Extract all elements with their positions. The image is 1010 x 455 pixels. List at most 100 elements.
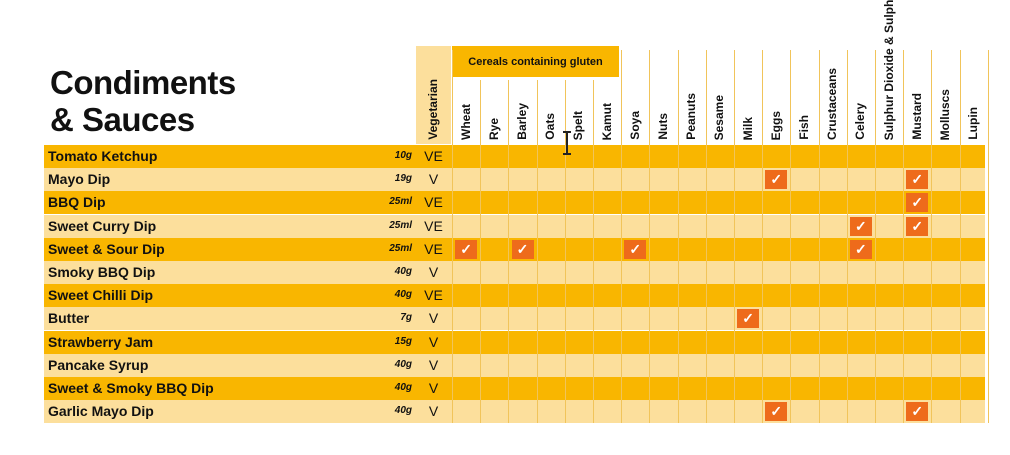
product-name: Strawberry Jam <box>48 333 154 350</box>
column-header-mustard: Mustard <box>903 50 931 140</box>
vegetarian-status: V <box>428 333 439 350</box>
product-name: Tomato Ketchup <box>48 148 158 164</box>
grid-line <box>931 50 933 424</box>
vegetarian-status: VE <box>424 148 443 164</box>
portion-size: 40g <box>394 405 412 417</box>
grid-line <box>875 50 876 424</box>
vegetarian-status: VE <box>424 217 443 234</box>
allergen-check-mustard: ✓ <box>906 170 929 190</box>
page-title: Condiments & Sauces <box>50 64 236 138</box>
table-row: Mayo Dip 19g V ✓ ✓ <box>44 168 985 192</box>
vegetarian-status: V <box>428 310 439 327</box>
column-header-label: Barley <box>514 103 529 140</box>
column-header-vegetarian: Vegetarian <box>416 50 451 140</box>
column-header-milk: Milk <box>734 50 762 140</box>
grid-line <box>564 80 566 424</box>
portion-size: 7g <box>400 312 412 324</box>
table-row: Garlic Mayo Dip 40g V ✓ ✓ <box>44 400 985 424</box>
allergen-check-barley: ✓ <box>511 239 534 259</box>
column-header-label: Crustaceans <box>825 67 840 140</box>
table-row: Sweet & Sour Dip 25ml VE ✓ ✓ ✓ ✓ <box>44 237 985 261</box>
column-header-label: Wheat <box>458 104 473 140</box>
grid-line <box>480 80 482 424</box>
column-header-label: Fish <box>796 115 811 140</box>
vegetarian-status: VE <box>424 240 443 257</box>
column-header-nuts: Nuts <box>649 50 677 140</box>
portion-size: 15g <box>394 335 412 347</box>
vegetarian-status: V <box>428 264 439 280</box>
table-row: BBQ Dip 25ml VE ✓ <box>44 191 985 215</box>
column-header-label: Mustard <box>909 93 924 140</box>
column-header-label: Sesame <box>712 94 727 140</box>
column-header-label: Milk <box>740 116 755 140</box>
allergen-check-soya: ✓ <box>624 239 647 259</box>
product-name: Butter <box>48 310 90 327</box>
column-header-label: Oats <box>543 113 558 140</box>
column-header-label: Celery <box>853 103 868 140</box>
grid-line <box>987 50 989 424</box>
grid-line <box>649 50 651 424</box>
allergen-check-celery: ✓ <box>849 239 872 259</box>
grid-line <box>621 50 623 424</box>
column-header-crustaceans: Crustaceans <box>819 50 847 140</box>
vegetarian-status: V <box>428 403 439 420</box>
gluten-group-header: Cereals containing gluten <box>452 46 619 77</box>
table-row: Tomato Ketchup 10g VE <box>44 145 985 168</box>
product-name: Garlic Mayo Dip <box>48 403 154 420</box>
grid-line <box>452 50 453 424</box>
grid-line <box>536 80 538 424</box>
table-row: Sweet Curry Dip 25ml VE ✓ ✓ <box>44 214 985 238</box>
grid-line <box>705 50 707 424</box>
grid-line <box>734 50 735 424</box>
column-header-label: Nuts <box>655 113 670 140</box>
column-header-wheat: Wheat <box>452 80 480 140</box>
grid-line <box>677 50 679 424</box>
product-name: Sweet & Smoky BBQ Dip <box>48 380 214 396</box>
column-header-eggs: Eggs <box>762 50 790 140</box>
column-header-soya: Soya <box>621 50 649 140</box>
column-header-label: Peanuts <box>684 93 699 140</box>
allergen-check-milk: ✓ <box>737 309 760 329</box>
grid-line <box>846 50 848 424</box>
product-name: Sweet & Sour Dip <box>48 240 165 257</box>
column-header-label: Spelt <box>571 110 586 140</box>
table-row: Strawberry Jam 15g V <box>44 330 985 354</box>
vegetarian-header-bg <box>416 46 451 144</box>
product-name: Mayo Dip <box>48 171 111 188</box>
column-header-label: Molluscs <box>937 88 952 140</box>
vegetarian-status: V <box>428 171 439 188</box>
allergen-check-mustard: ✓ <box>906 402 929 422</box>
portion-size: 25ml <box>389 196 412 208</box>
product-name: Sweet Curry Dip <box>48 217 157 234</box>
column-header-label: Vegetarian <box>426 79 440 140</box>
allergen-check-celery: ✓ <box>849 216 872 236</box>
column-header-fish: Fish <box>790 50 818 140</box>
product-name: Pancake Syrup <box>48 356 149 373</box>
grid-line <box>762 50 764 424</box>
portion-size: 10g <box>394 150 412 161</box>
column-header-celery: Celery <box>847 50 875 140</box>
portion-size: 40g <box>394 382 412 393</box>
portion-size: 19g <box>394 173 412 185</box>
column-header-label: Lupin <box>966 107 981 140</box>
table-row: Pancake Syrup 40g V <box>44 353 985 377</box>
product-name: Smoky BBQ Dip <box>48 264 156 280</box>
allergen-check-eggs: ✓ <box>765 170 788 190</box>
allergen-check-wheat: ✓ <box>455 239 478 259</box>
grid-line <box>593 80 594 424</box>
portion-size: 25ml <box>389 219 412 231</box>
allergen-check-eggs: ✓ <box>765 402 788 422</box>
column-header-label: Rye <box>486 117 501 140</box>
vegetarian-status: V <box>428 356 439 373</box>
grid-line <box>959 50 961 424</box>
vegetarian-status: VE <box>424 287 443 304</box>
column-header-peanuts: Peanuts <box>678 50 706 140</box>
column-header-sesame: Sesame <box>706 50 734 140</box>
column-header-kamut: Kamut <box>593 80 621 140</box>
column-header-label: Kamut <box>599 102 614 140</box>
column-header-barley: Barley <box>508 80 536 140</box>
grid-line <box>508 80 510 424</box>
column-header-label: Eggs <box>768 110 783 140</box>
title-line-2: & Sauces <box>50 101 195 138</box>
column-header-lupin: Lupin <box>960 50 988 140</box>
